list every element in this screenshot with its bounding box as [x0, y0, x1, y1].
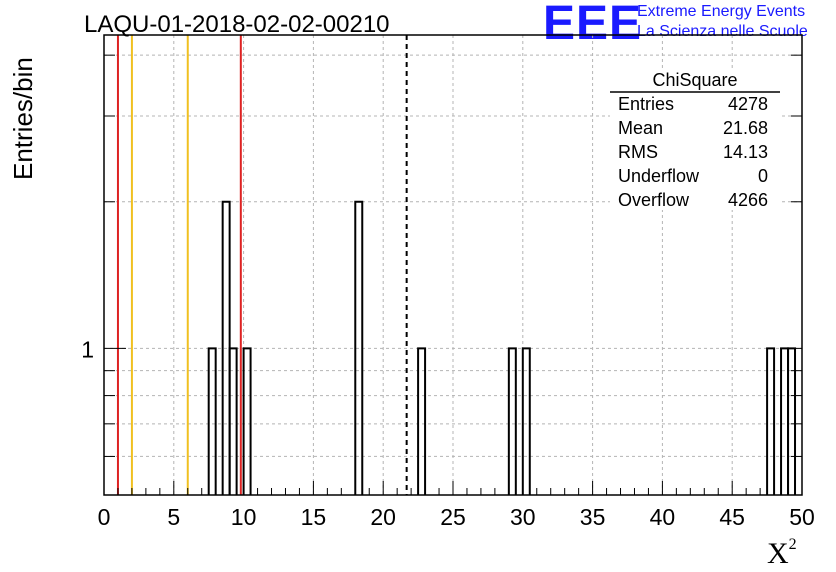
x-tick-label: 15: [301, 504, 327, 530]
histogram-bin: [766, 347, 776, 495]
stats-label: Overflow: [618, 190, 690, 210]
x-tick-label: 45: [719, 504, 745, 530]
stats-value: 4278: [728, 94, 768, 114]
x-tick-label: 20: [370, 504, 396, 530]
eee-logo: EEE: [543, 0, 643, 50]
stats-box: [610, 70, 780, 210]
stats-value: 21.68: [723, 118, 768, 138]
x-axis-label-sup: 2: [788, 536, 797, 553]
histogram-bin: [207, 347, 217, 495]
stats-label: Underflow: [618, 166, 700, 186]
y-tick-label: 1: [81, 336, 94, 362]
eee-logo-line1: Extreme Energy Events: [637, 3, 806, 20]
stats-label: Entries: [618, 94, 674, 114]
x-tick-label: 5: [167, 504, 180, 530]
histogram-bin: [521, 347, 531, 495]
stats-title: ChiSquare: [652, 70, 737, 90]
chart-title: LAQU-01-2018-02-02-00210: [84, 11, 390, 38]
x-tick-label: 50: [789, 504, 815, 530]
stats-value: 0: [758, 166, 768, 186]
x-tick-label: 10: [231, 504, 257, 530]
stats-value: 4266: [728, 190, 768, 210]
x-tick-label: 25: [440, 504, 466, 530]
histogram-bin: [354, 200, 364, 495]
histogram-bin: [417, 347, 427, 495]
stats-label: Mean: [618, 118, 663, 138]
x-tick-label: 35: [580, 504, 606, 530]
stats-label: RMS: [618, 142, 658, 162]
histogram-bin: [507, 347, 517, 495]
histogram-bin: [228, 347, 238, 495]
x-tick-label: 0: [98, 504, 111, 530]
stats-value: 14.13: [723, 142, 768, 162]
x-tick-label: 30: [510, 504, 536, 530]
x-axis-label: X2: [767, 536, 797, 571]
x-tick-label: 40: [650, 504, 676, 530]
histogram-bin: [242, 347, 252, 495]
x-axis-label-main: X: [767, 537, 789, 570]
